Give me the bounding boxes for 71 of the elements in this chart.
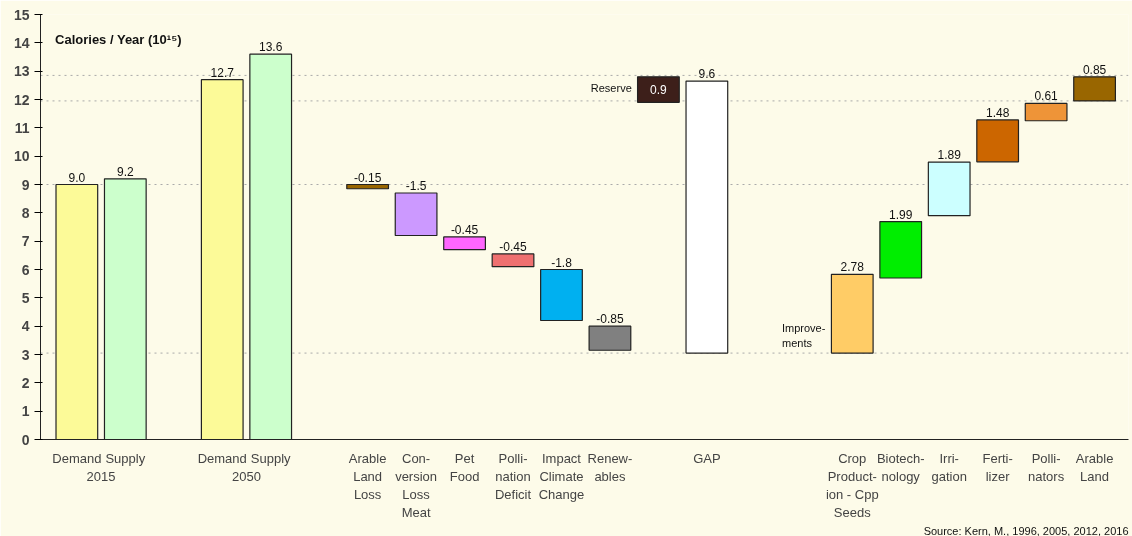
data-label: 1.48: [985, 105, 1010, 120]
y-tick-label: 5: [21, 289, 30, 306]
data-label: 9.6: [698, 67, 716, 82]
data-label: 13.6: [259, 40, 283, 55]
x-tick-label: Con- version Loss Meat: [395, 450, 438, 520]
x-tick-label: GAP: [693, 450, 721, 466]
data-label: 0.9: [650, 83, 668, 98]
bar: [879, 221, 923, 279]
y-tick-label: 14: [13, 34, 30, 51]
x-tick-label: Supply: [105, 450, 146, 466]
bar: [588, 325, 632, 351]
annotation: Improve- ments: [781, 322, 826, 349]
x-tick-label: Supply: [250, 450, 292, 466]
x-tick-label: Renew- ables: [587, 450, 633, 484]
y-tick-label: 3: [21, 346, 30, 363]
bar: [1024, 102, 1068, 122]
bar: [346, 183, 390, 190]
data-label: -0.45: [499, 239, 528, 254]
x-tick-label: Ferti- lizer: [982, 450, 1013, 484]
y-tick-label: 8: [21, 204, 30, 221]
data-label: 2.78: [840, 260, 865, 275]
data-label: 9.0: [68, 170, 86, 185]
text: 2050: [232, 468, 261, 484]
bar: [636, 76, 680, 103]
text: 2015: [86, 468, 116, 484]
bar: [394, 192, 438, 237]
data-label: -0.15: [353, 170, 382, 185]
x-tick-label: Irri- gation: [931, 450, 967, 484]
y-tick-label: 11: [14, 119, 30, 136]
data-label: -1.5: [405, 179, 427, 193]
data-label: -0.45: [450, 222, 479, 237]
data-label: 0.61: [1034, 89, 1059, 104]
bar: [443, 236, 486, 251]
y-tick-label: 2: [21, 374, 30, 391]
y-tick-label: 4: [21, 318, 30, 335]
data-label: 1.89: [937, 148, 962, 163]
x-tick-label: Arable Land: [1075, 450, 1114, 484]
y-tick-label: 12: [13, 91, 30, 108]
x-tick-label: Arable Land Loss: [348, 450, 387, 502]
x-tick-label: Crop Product- ion - Cpp Seeds: [825, 450, 879, 520]
y-tick-label: 10: [13, 148, 30, 165]
annotation: Reserve: [590, 81, 632, 94]
x-tick-label: Demand: [197, 450, 247, 466]
x-tick-label: Polli- nation Deficit: [494, 450, 532, 502]
source-note: Source: Kern, M., 1996, 2005, 2012, 2016: [923, 524, 1129, 536]
data-label: 1.99: [889, 207, 913, 222]
y-tick-label: 13: [13, 63, 30, 80]
y-axis-title: Calories / Year (10¹⁵): [55, 31, 182, 47]
x-tick-label: Biotech- nology: [876, 450, 925, 484]
y-tick-label: 6: [21, 261, 30, 278]
data-label: 9.2: [116, 164, 134, 179]
y-tick-label: 0: [21, 431, 30, 448]
y-tick-label: 7: [21, 233, 30, 250]
data-label: -1.8: [551, 255, 573, 270]
x-tick-label: Demand: [52, 450, 102, 466]
data-label: 0.85: [1082, 62, 1107, 77]
x-tick-label: Impact Climate Change: [538, 450, 585, 502]
y-tick-label: 15: [13, 6, 30, 23]
bar: [830, 273, 874, 354]
bar: [685, 80, 729, 354]
data-label: -0.85: [596, 312, 624, 327]
y-tick-label: 9: [21, 176, 30, 193]
bar: [1073, 76, 1117, 102]
bar: [491, 253, 535, 268]
bar: [927, 161, 971, 217]
bar: [976, 119, 1020, 163]
y-tick-label: 1: [21, 403, 30, 420]
x-tick-label: Polli- nators: [1028, 450, 1065, 484]
bar: [540, 268, 583, 322]
x-tick-label: Pet Food: [449, 450, 480, 484]
data-label: 12.7: [210, 65, 235, 80]
